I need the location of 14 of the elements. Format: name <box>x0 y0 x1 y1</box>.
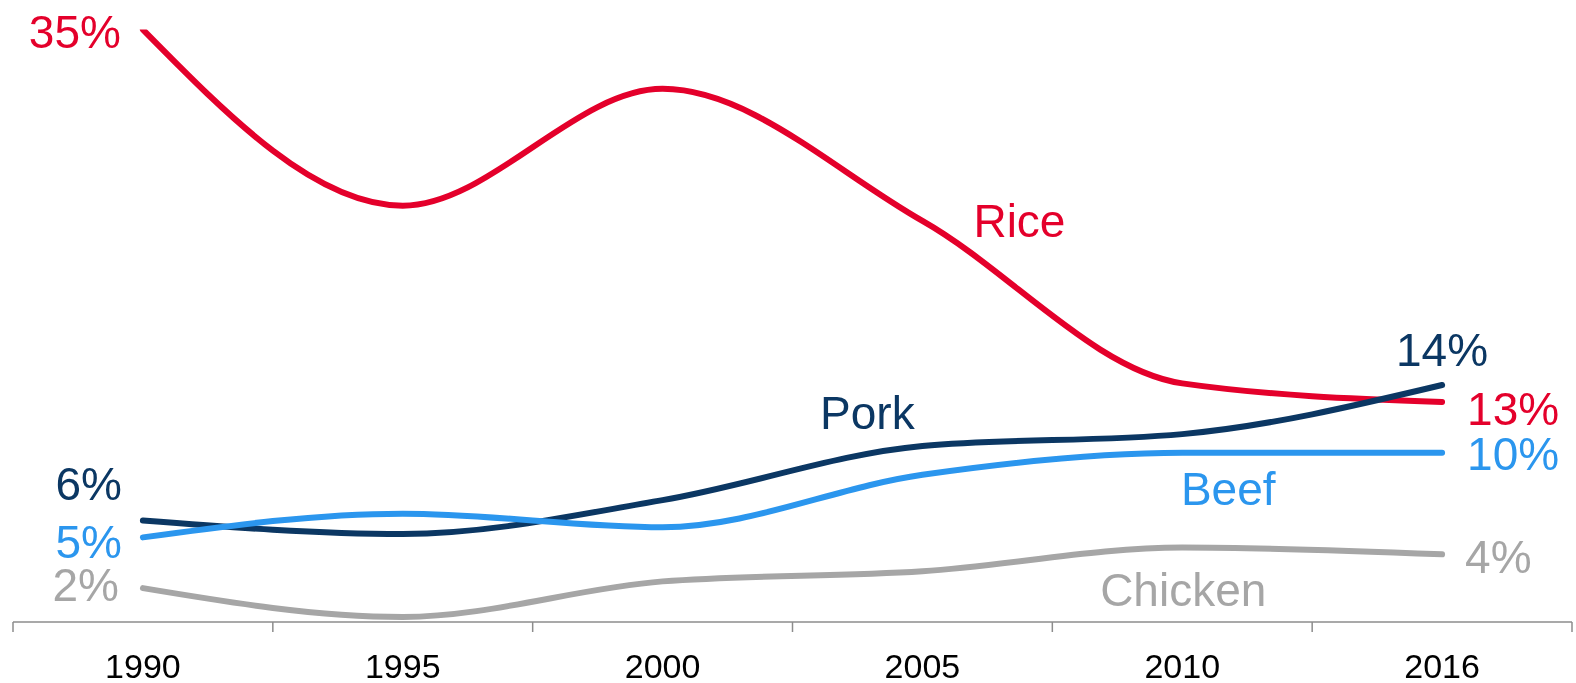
data-label: 14% <box>1396 323 1489 376</box>
series-label: Rice <box>973 195 1066 248</box>
x-tick-label: 2016 <box>1404 647 1480 683</box>
series-label: Beef <box>1180 463 1276 516</box>
series-label: Chicken <box>1100 564 1267 617</box>
data-label: 35% <box>28 6 121 59</box>
x-tick-label: 2000 <box>624 647 701 683</box>
series-label: Pork <box>820 386 916 439</box>
x-tick-label: 1995 <box>364 647 441 683</box>
data-label: 6% <box>55 458 122 511</box>
x-tick-label: 1990 <box>105 647 181 683</box>
x-tick-label: 2010 <box>1144 647 1221 683</box>
x-tick-label: 2005 <box>884 647 961 683</box>
data-label: 4% <box>1465 530 1532 583</box>
